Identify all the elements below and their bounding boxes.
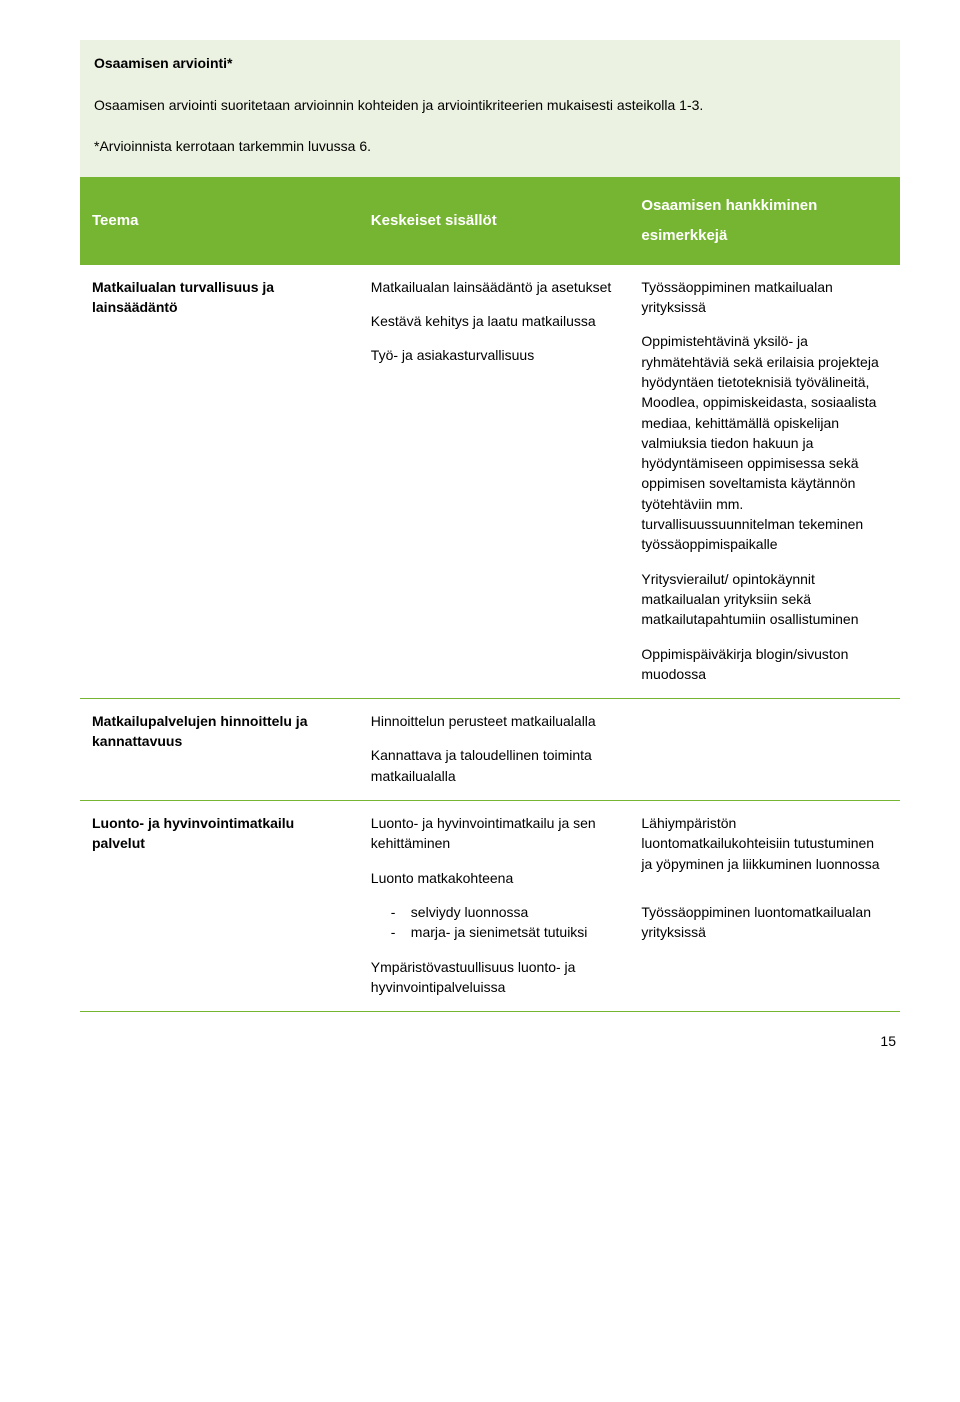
intro-note: *Arvioinnista kerrotaan tarkemmin luvuss… <box>94 137 886 157</box>
row3-b-p2: Luonto matkakohteena <box>371 868 618 888</box>
row3-c-p2: Työssäoppiminen luontomatkailualan yrity… <box>641 902 888 943</box>
table-row: Matkailupalvelujen hinnoittelu ja kannat… <box>80 699 900 801</box>
row1-c-p3: Yritysvierailut/ opintokäynnit matkailua… <box>641 569 888 630</box>
intro-text: Osaamisen arviointi suoritetaan arvioinn… <box>94 96 886 116</box>
header-hankkiminen: Osaamisen hankkiminen esimerkkejä <box>629 177 900 265</box>
row3-c-p1: Lähiympäristön luontomatkailukohteisiin … <box>641 813 888 874</box>
row1-b-p2: Kestävä kehitys ja laatu matkailussa <box>371 311 618 331</box>
row3-b-list: selviydy luonnossa marja- ja sienimetsät… <box>371 902 618 943</box>
intro-box: Osaamisen arviointi* Osaamisen arviointi… <box>80 40 900 177</box>
row1-b-p1: Matkailualan lainsäädäntö ja asetukset <box>371 277 618 297</box>
row1-teema: Matkailualan turvallisuus ja lainsäädänt… <box>80 265 359 699</box>
header-sisallot: Keskeiset sisällöt <box>359 177 630 265</box>
list-item: marja- ja sienimetsät tutuiksi <box>411 922 618 942</box>
row1-hankkiminen: Työssäoppiminen matkailualan yrityksissä… <box>629 265 900 699</box>
row1-b-p3: Työ- ja asiakasturvallisuus <box>371 345 618 365</box>
row2-teema: Matkailupalvelujen hinnoittelu ja kannat… <box>80 699 359 801</box>
row3-sisallot: Luonto- ja hyvinvointimatkailu ja sen ke… <box>359 801 630 1012</box>
table-header-row: Teema Keskeiset sisällöt Osaamisen hankk… <box>80 177 900 265</box>
row1-c-p2: Oppimistehtävinä yksilö- ja ryhmätehtävi… <box>641 331 888 554</box>
list-item: selviydy luonnossa <box>411 902 618 922</box>
row1-c-p4: Oppimispäiväkirja blogin/sivuston muodos… <box>641 644 888 685</box>
page-number: 15 <box>80 1012 900 1052</box>
row2-b-p1: Hinnoittelun perusteet matkailualalla <box>371 711 618 731</box>
header-hankkiminen-line1: Osaamisen hankkiminen <box>641 197 817 214</box>
table-row: Matkailualan turvallisuus ja lainsäädänt… <box>80 265 900 699</box>
row3-hankkiminen: Lähiympäristön luontomatkailukohteisiin … <box>629 801 900 1012</box>
row3-teema: Luonto- ja hyvinvointimatkailu palvelut <box>80 801 359 1012</box>
row3-b-p1: Luonto- ja hyvinvointimatkailu ja sen ke… <box>371 813 618 854</box>
row2-sisallot: Hinnoittelun perusteet matkailualalla Ka… <box>359 699 630 801</box>
row2-b-p2: Kannattava ja taloudellinen toiminta mat… <box>371 745 618 786</box>
row1-c-p1: Työssäoppiminen matkailualan yrityksissä <box>641 277 888 318</box>
row2-hankkiminen <box>629 699 900 801</box>
header-hankkiminen-line2: esimerkkejä <box>641 227 727 244</box>
header-teema: Teema <box>80 177 359 265</box>
row1-sisallot: Matkailualan lainsäädäntö ja asetukset K… <box>359 265 630 699</box>
content-table: Teema Keskeiset sisällöt Osaamisen hankk… <box>80 177 900 1012</box>
table-row: Luonto- ja hyvinvointimatkailu palvelut … <box>80 801 900 1012</box>
row3-b-p3: Ympäristövastuullisuus luonto- ja hyvinv… <box>371 957 618 998</box>
intro-title: Osaamisen arviointi* <box>94 54 886 74</box>
